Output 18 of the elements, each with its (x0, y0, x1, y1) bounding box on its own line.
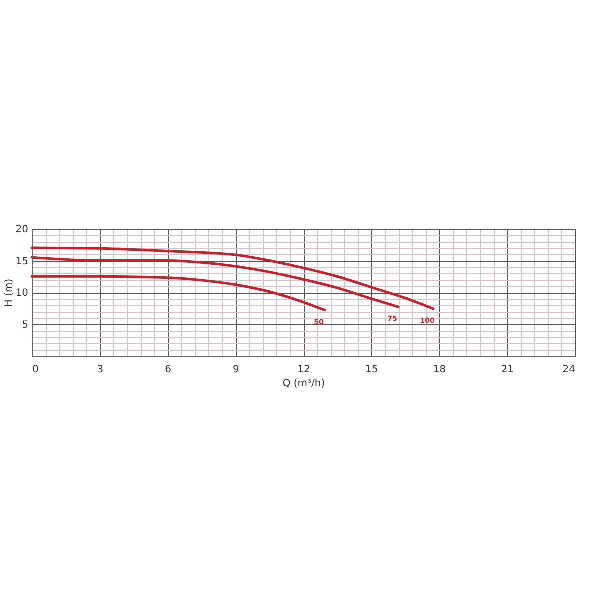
x-tick-label: 24 (562, 364, 576, 376)
x-tick-label: 6 (165, 364, 172, 376)
x-axis-title: Q (m³/h) (282, 378, 326, 390)
x-tick-label: 21 (501, 364, 514, 376)
y-tick-label: 5 (22, 320, 28, 331)
y-tick-label: 10 (16, 288, 28, 299)
x-tick-label: 9 (232, 364, 240, 376)
x-tick-label: 15 (366, 364, 378, 376)
line-series (30, 246, 435, 310)
x-tick-label: 18 (433, 364, 446, 376)
y-axis-title: H (m) (4, 278, 15, 308)
line-series (30, 275, 326, 312)
x-tick-label: 12 (298, 364, 310, 376)
x-tick-label: 0 (32, 364, 39, 376)
line-series (30, 256, 400, 308)
y-tick-label: 20 (16, 224, 28, 236)
y-tick-label: 15 (16, 256, 28, 268)
x-tick-label: 3 (97, 364, 104, 376)
